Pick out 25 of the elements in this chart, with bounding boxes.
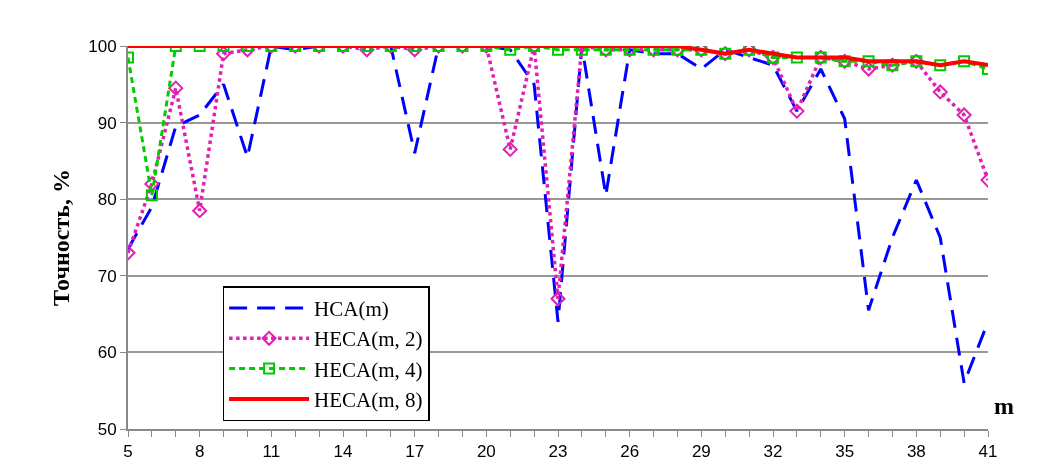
legend-label: HECA(m, 2)	[314, 327, 423, 352]
x-tick-label: 5	[123, 442, 133, 462]
y-tick-label: 70	[97, 266, 117, 286]
x-tick-label: 32	[763, 442, 783, 462]
legend-label: HCA(m)	[314, 297, 389, 322]
x-tick-label: 29	[691, 442, 711, 462]
x-tick-label: 8	[194, 442, 205, 462]
y-tick-label: 90	[97, 113, 117, 133]
x-tick-label: 11	[262, 442, 281, 462]
x-tick-label: 35	[835, 442, 855, 462]
x-tick-label: 17	[405, 442, 425, 462]
y-tick-label: 80	[97, 190, 117, 210]
legend-label: HECA(m, 4)	[314, 357, 423, 382]
y-tick-label: 100	[88, 36, 117, 56]
x-tick-label: 38	[906, 442, 926, 462]
legend-label: HECA(m, 8)	[314, 388, 423, 413]
x-tick-label: 14	[333, 442, 353, 462]
x-tick-label: 41	[978, 442, 998, 462]
y-tick-label: 50	[97, 419, 117, 439]
x-axis-title: m	[994, 393, 1014, 419]
y-axis-title: Точность, %	[47, 169, 74, 306]
x-tick-label: 23	[548, 442, 568, 462]
y-tick-label: 60	[97, 343, 117, 363]
x-tick-label: 20	[476, 442, 496, 462]
x-tick-label: 26	[620, 442, 640, 462]
